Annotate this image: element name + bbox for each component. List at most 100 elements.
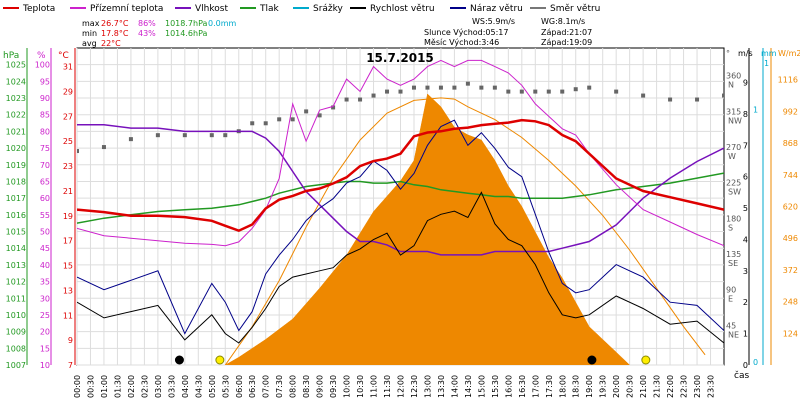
time-tick-label: 18:30 [572, 375, 581, 398]
pressure-tick-label: 1013 [6, 261, 26, 270]
wind-direction-point [223, 133, 228, 138]
rain-tick-label: 1 [764, 59, 769, 68]
radiation-tick-label: 992 [783, 107, 798, 116]
wind-unit: m/s [738, 49, 753, 58]
pressure-tick-label: 1010 [6, 311, 26, 320]
wind-tick-label: 7 [743, 141, 748, 150]
wind-direction-point [587, 85, 592, 90]
info-sunset: Západ:21:07 [541, 28, 592, 37]
legend-label: Teplota [22, 4, 55, 14]
time-tick-label: 17:00 [531, 375, 540, 398]
wind-speed-line [77, 191, 724, 344]
time-tick-label: 14:00 [450, 375, 459, 398]
rain-tick-label: 1 [753, 105, 758, 114]
time-tick-label: 09:30 [329, 375, 338, 398]
pressure-tick-label: 1019 [6, 161, 26, 170]
wind-direction-point [331, 105, 336, 110]
moonrise-marker [174, 355, 184, 365]
time-tick-label: 10:30 [356, 375, 365, 398]
pressure-tick-label: 1025 [6, 61, 26, 70]
stats-value: 43% [138, 29, 156, 38]
pressure-tick-label: 1018 [6, 177, 26, 186]
time-tick-label: 16:00 [504, 375, 513, 398]
temperature-tick-label: 17 [63, 237, 73, 246]
temperature-unit: °C [58, 51, 69, 61]
pressure-tick-label: 1022 [6, 111, 26, 120]
direction-tick-label: 360 [726, 72, 741, 81]
humidity-tick-label: 20 [40, 328, 50, 337]
temperature-tick-label: 9 [68, 336, 73, 345]
stats-value: 1018.7hPa [165, 19, 208, 28]
wind-direction-point [452, 85, 457, 90]
time-tick-label: 00:30 [86, 375, 95, 398]
radiation-tick-label: 744 [783, 171, 798, 180]
pressure-tick-label: 1024 [6, 77, 26, 86]
wind-direction-point [128, 137, 133, 142]
wind-direction-point [398, 89, 403, 94]
radiation-tick-label: 1116 [778, 76, 798, 85]
radiation-unit: W/m2 [778, 49, 800, 58]
stats-value: avg [82, 39, 97, 48]
ground-temperature-line [77, 59, 724, 247]
time-tick-label: 20:00 [612, 375, 621, 398]
humidity-tick-label: 80 [40, 127, 50, 136]
time-tick-label: 07:00 [262, 375, 271, 398]
time-tick-label: 06:00 [235, 375, 244, 398]
time-tick-label: 13:00 [423, 375, 432, 398]
wind-tick-label: 6 [743, 173, 748, 182]
direction-tick-label: 90 [726, 286, 736, 295]
wind-direction-point [641, 93, 646, 98]
info-moonset: Západ:19:09 [541, 38, 592, 47]
temperature-tick-label: 29 [63, 88, 73, 97]
direction-tick-label: 135 [726, 250, 741, 259]
temperature-tick-label: 31 [63, 63, 73, 72]
legend-label: Srážky [313, 4, 344, 14]
wind-direction-point [519, 89, 524, 94]
radiation-tick-label: 248 [783, 298, 798, 307]
stats-value: 22°C [101, 39, 121, 48]
radiation-tick-label: 496 [783, 234, 798, 243]
moonset-marker [587, 355, 597, 365]
time-tick-label: 19:30 [599, 375, 608, 398]
time-tick-label: 17:30 [545, 375, 554, 398]
wind-direction-point [438, 85, 443, 90]
time-tick-label: 23:30 [707, 375, 716, 398]
wind-direction-point [560, 89, 565, 94]
radiation-tick-label: 620 [783, 203, 798, 212]
humidity-unit: % [37, 51, 46, 61]
time-tick-label: 15:30 [491, 375, 500, 398]
humidity-tick-label: 90 [40, 94, 50, 103]
axes: 1025102410231022102110201019101810171016… [3, 48, 800, 398]
pressure-tick-label: 1017 [6, 194, 26, 203]
time-tick-label: 14:30 [464, 375, 473, 398]
info-wind-speed: WS:5.9m/s [472, 17, 515, 26]
time-tick-label: 21:00 [639, 375, 648, 398]
direction-compass-label: SW [728, 188, 741, 197]
legend-label: Náraz větru [470, 4, 523, 14]
pressure-tick-label: 1015 [6, 228, 26, 237]
clear-sky-radiation-line [224, 97, 706, 365]
pressure-line [77, 172, 724, 224]
stats-value: 26.7°C [101, 19, 129, 28]
time-tick-label: 00:00 [73, 375, 82, 398]
humidity-tick-label: 85 [40, 111, 50, 120]
temperature-tick-label: 11 [63, 311, 73, 320]
temperature-line [77, 118, 724, 233]
wind-tick-label: 8 [743, 110, 748, 119]
time-tick-label: 11:30 [383, 375, 392, 398]
time-tick-label: 06:30 [248, 375, 257, 398]
wind-direction-point [182, 133, 187, 138]
time-tick-label: 21:30 [653, 375, 662, 398]
wind-direction-point [277, 117, 282, 122]
time-tick-label: 08:00 [289, 375, 298, 398]
wind-tick-label: 9 [743, 79, 748, 88]
wind-direction-point [290, 117, 295, 122]
direction-compass-label: NE [728, 330, 739, 339]
time-tick-label: 11:00 [370, 375, 379, 398]
legend-label: Tlak [259, 4, 280, 14]
direction-compass-label: E [728, 295, 733, 304]
wind-gust-line [77, 119, 724, 335]
stats-value: 1014.6hPa [165, 29, 208, 38]
wind-direction-point [101, 145, 106, 150]
